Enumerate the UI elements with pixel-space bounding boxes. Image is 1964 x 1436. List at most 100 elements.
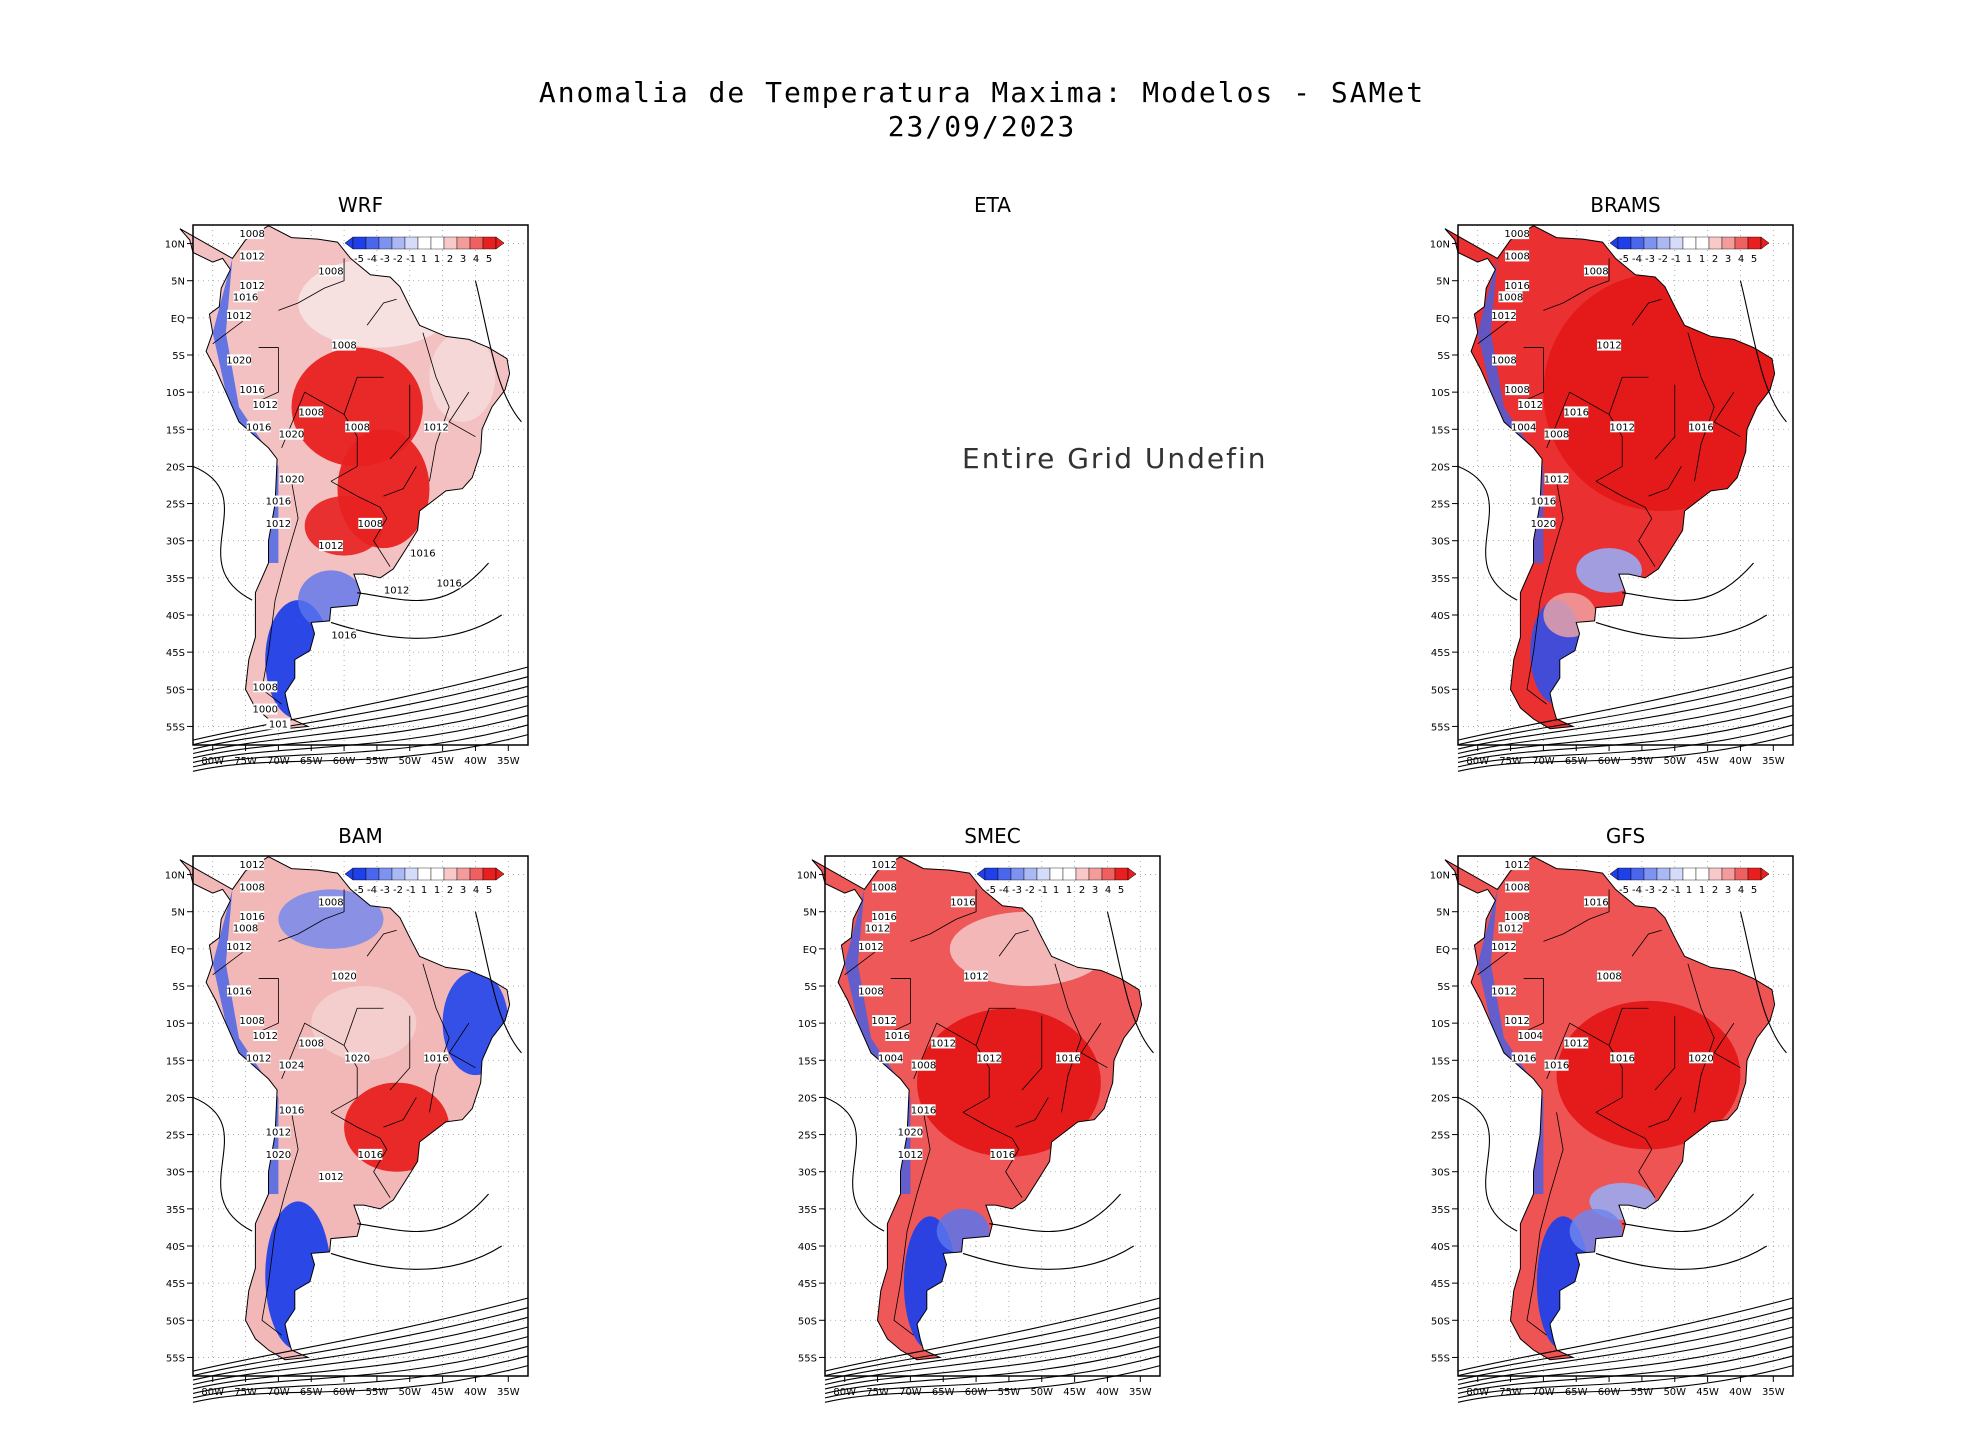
lon-tick-label: 50W [1663, 756, 1686, 767]
lon-tick-label: 40W [464, 1387, 487, 1398]
isobar-label: 1012 [239, 280, 265, 292]
svg-text:1012: 1012 [239, 251, 264, 262]
lat-tick-label: 30S [166, 1168, 185, 1179]
isobar-label: 1016 [1583, 896, 1609, 908]
colorbar-label: -5 [354, 254, 364, 265]
svg-text:1012: 1012 [1504, 1016, 1529, 1027]
svg-text:1008: 1008 [1583, 266, 1608, 277]
svg-text:1012: 1012 [1596, 341, 1621, 352]
colorbar-swatch [443, 236, 458, 250]
lon-tick-label: 65W [300, 1387, 323, 1398]
lat-tick-label: EQ [803, 945, 817, 956]
coastline [1444, 856, 1776, 1361]
lon-tick-label: 45W [431, 1387, 454, 1398]
isobar-label: 1016 [239, 911, 265, 923]
colorbar-label: 1 [1699, 254, 1705, 265]
colorbar-swatch [1682, 236, 1697, 250]
colorbar-swatch [1734, 236, 1749, 250]
svg-text:1012: 1012 [865, 923, 890, 934]
lat-tick-label: 10S [1431, 1019, 1450, 1030]
colorbar-label: 4 [1738, 254, 1744, 265]
svg-text:1008: 1008 [318, 897, 343, 908]
isobars [1457, 280, 1794, 772]
svg-text:1012: 1012 [1491, 942, 1516, 953]
svg-text:1008: 1008 [1498, 292, 1523, 303]
isobar-label: 1004 [1518, 1030, 1543, 1042]
isobar-label: 1008 [318, 265, 344, 277]
colorbar-label: -4 [1632, 254, 1642, 265]
isobar-label: 1012 [898, 1148, 923, 1161]
colorbar-label: -4 [1632, 885, 1642, 896]
lat-tick-label: 40S [798, 1242, 817, 1253]
colorbar-label: -4 [999, 885, 1009, 896]
isobar-label: 1012 [318, 540, 344, 552]
colorbar-label: -1 [1671, 254, 1681, 265]
lat-tick-label: 50S [166, 685, 185, 696]
colorbar-swatch [417, 236, 432, 250]
isobar-label: 1008 [1583, 265, 1609, 277]
colorbar: -5 -4 -3 -2 -1 1 1 2 3 4 5 [1609, 867, 1770, 896]
lon-tick-label: 45W [1696, 1387, 1719, 1398]
isobar-label: 1016 [950, 896, 976, 908]
svg-text:1012: 1012 [1518, 400, 1543, 411]
svg-text:1008: 1008 [239, 1016, 264, 1027]
colorbar-label: -4 [367, 885, 377, 896]
map-panel-wrf: 1008101210081012101610121008102010161012… [165, 224, 529, 772]
lon-tick-label: 40W [1729, 1387, 1752, 1398]
anomaly-field [1444, 225, 1775, 729]
lon-tick-label: 50W [398, 1387, 421, 1398]
lat-tick-label: 10S [166, 388, 185, 399]
isobar-label: 1012 [1504, 1015, 1530, 1027]
lat-tick-label: 5N [1436, 277, 1450, 288]
svg-text:1004: 1004 [878, 1053, 903, 1064]
svg-text:1012: 1012 [239, 281, 264, 292]
svg-text:1020: 1020 [279, 430, 304, 441]
coastline [179, 856, 511, 1361]
colorbar-label: 2 [1712, 885, 1718, 896]
anomaly-region [278, 889, 384, 949]
lat-tick-label: 35S [166, 1205, 185, 1216]
isobar-label: 1012 [1596, 339, 1622, 352]
isobar-label: 1012 [384, 584, 409, 597]
colorbar-swatch [984, 867, 999, 881]
isobar-label: 1008 [858, 985, 884, 997]
lon-tick-label: 65W [932, 1387, 955, 1398]
isobar-label: 1012 [1544, 473, 1569, 485]
colorbar-swatch [1049, 867, 1064, 881]
svg-text:1012: 1012 [226, 311, 251, 322]
svg-text:1012: 1012 [1491, 311, 1516, 322]
lon-tick-label: 55W [1631, 756, 1654, 767]
isobar-label: 1008 [1498, 291, 1523, 303]
andes-anomaly [1477, 258, 1544, 563]
colorbar-label: -3 [1645, 254, 1655, 265]
colorbar-label: 1 [1699, 885, 1705, 896]
colorbar-label: -5 [354, 885, 364, 896]
isobar-label: 1016 [885, 1030, 910, 1042]
isobar-label: 1020 [331, 970, 357, 983]
lon-tick-label: 40W [464, 756, 487, 767]
isobars [192, 911, 529, 1403]
lon-tick-label: 70W [1532, 756, 1555, 767]
lat-tick-label: 10N [1430, 871, 1450, 882]
colorbar-swatch [1747, 236, 1762, 250]
svg-text:1016: 1016 [423, 1053, 448, 1064]
colorbar-label: -1 [406, 254, 416, 265]
colorbar-swatch [1695, 867, 1710, 881]
isobar-label: 1016 [436, 577, 462, 589]
svg-text:1008: 1008 [1596, 972, 1621, 983]
isobar-label: 1008 [1596, 970, 1622, 983]
colorbar-swatch [1062, 867, 1077, 881]
svg-text:1012: 1012 [898, 1150, 923, 1161]
isobar-label: 1012 [931, 1037, 956, 1049]
colorbar-swatch [352, 867, 367, 881]
isobar-label: 1008 [1491, 354, 1517, 366]
svg-text:1012: 1012 [226, 942, 251, 953]
lon-tick-label: 45W [1696, 756, 1719, 767]
lat-tick-label: 15S [1431, 1056, 1450, 1067]
isobar-label: 1008 [1504, 911, 1530, 923]
colorbar-label: 1 [421, 254, 427, 265]
isobars [192, 280, 529, 772]
lon-tick-label: 35W [497, 756, 520, 767]
svg-text:101: 101 [269, 719, 288, 730]
lon-tick-label: 75W [234, 756, 257, 767]
